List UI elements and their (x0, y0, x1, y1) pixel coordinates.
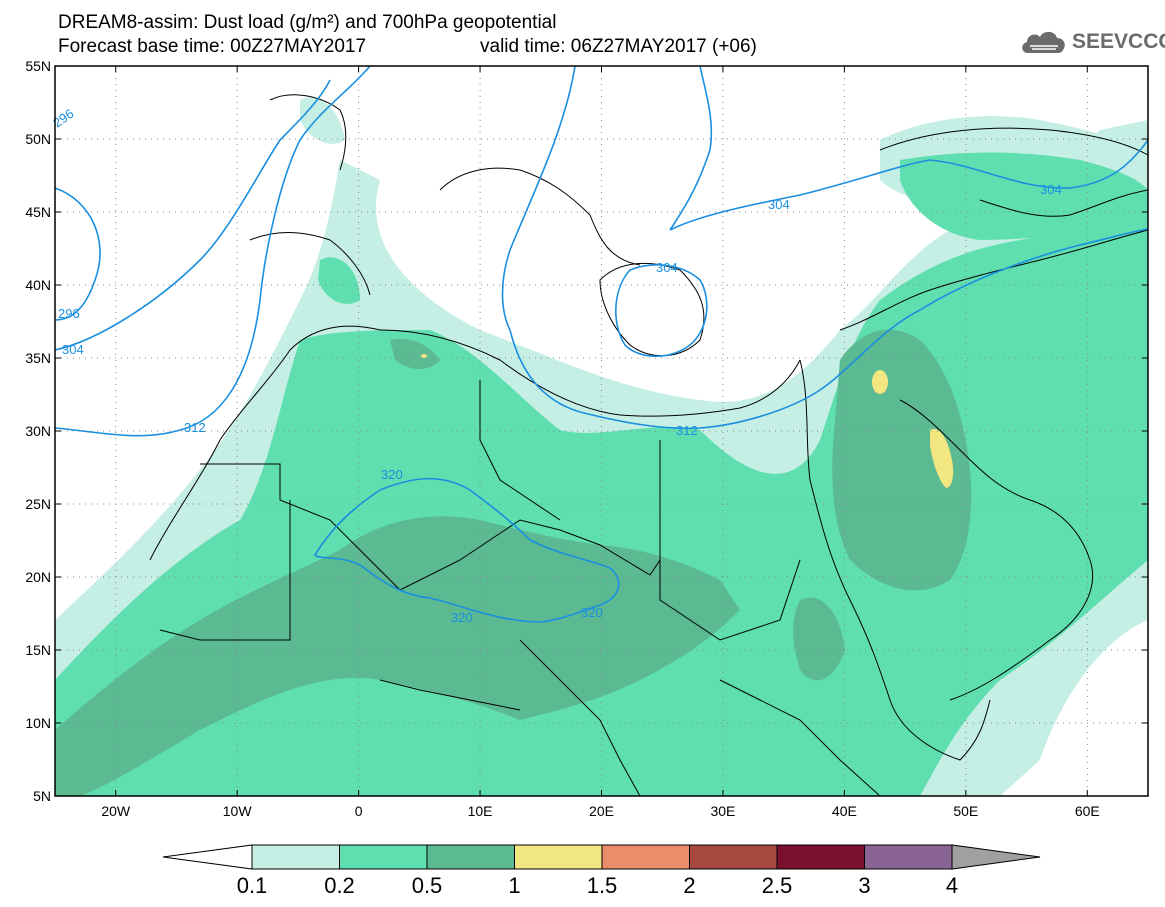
contour-label: 304 (1040, 182, 1062, 197)
cloud-icon (1022, 31, 1065, 53)
lon-label: 20W (101, 803, 131, 819)
colorbar-swatch (426, 844, 515, 870)
contour-label: 312 (676, 423, 698, 438)
lat-label: 45N (25, 204, 51, 220)
colorbar-swatch (251, 844, 340, 870)
dust-layer-yellow (421, 354, 954, 488)
colorbar-swatch (776, 844, 865, 870)
lon-label: 50E (953, 803, 978, 819)
lon-label: 0 (355, 803, 363, 819)
map-title: DREAM8-assim: Dust load (g/m²) and 700hP… (58, 12, 557, 33)
colorbar-swatch (339, 844, 428, 870)
colorbar-label: 2.5 (762, 873, 793, 898)
colorbar-label: 1 (508, 873, 520, 898)
map-axes: 55N 50N 45N 40N 35N 30N 25N 20N 15N 10N 5N 20W 10W 0 1… (25, 58, 1148, 819)
lon-label: 10W (223, 803, 253, 819)
colorbar-label: 2 (683, 873, 695, 898)
contour-label: 304 (62, 342, 84, 357)
contour-label: 320 (451, 610, 473, 625)
contour-label: 312 (184, 420, 206, 435)
colorbar-over-triangle (951, 844, 1041, 870)
colorbar-swatch (601, 844, 690, 870)
lat-label: 35N (25, 350, 51, 366)
lat-label: 20N (25, 569, 51, 585)
lat-label: 40N (25, 277, 51, 293)
colorbar-swatch (514, 844, 603, 870)
colorbar-under-triangle (162, 844, 253, 870)
forecast-base-time: Forecast base time: 00Z27MAY2017 (58, 36, 367, 57)
colorbar: 0.1 0.2 0.5 1 1.5 2 2.5 3 4 (162, 844, 1041, 898)
seevccc-logo: SEEVCCC (1018, 26, 1165, 58)
colorbar-label: 0.5 (412, 873, 443, 898)
coastlines (149, 94, 1148, 796)
contour-label: 320 (381, 467, 403, 482)
contour-labels: 296 296 304 312 320 320 320 312 304 304 … (50, 106, 1062, 625)
lon-label: 10E (468, 803, 493, 819)
lat-label: 30N (25, 423, 51, 439)
lat-label: 10N (25, 715, 51, 731)
contour-label: 296 (58, 306, 80, 321)
lat-label: 15N (25, 642, 51, 658)
lon-label: 60E (1075, 803, 1100, 819)
geopotential-contours (55, 66, 1148, 623)
lon-label: 30E (710, 803, 735, 819)
lat-label: 25N (25, 496, 51, 512)
logo-text: SEEVCCC (1072, 30, 1165, 53)
contour-label: 304 (768, 197, 790, 212)
lat-label: 55N (25, 58, 51, 74)
colorbar-swatch (689, 844, 778, 870)
valid-time: valid time: 06Z27MAY2017 (+06) (480, 36, 757, 57)
colorbar-swatch (864, 844, 953, 870)
dust-layer-dark (55, 329, 972, 796)
colorbar-label: 4 (946, 873, 958, 898)
lat-label: 5N (33, 788, 51, 804)
colorbar-label: 0.2 (324, 873, 355, 898)
contour-label: 320 (581, 605, 603, 620)
lon-label: 20E (589, 803, 614, 819)
colorbar-label: 3 (858, 873, 870, 898)
lon-label: 40E (832, 803, 857, 819)
contour-label: 304 (656, 260, 678, 275)
colorbar-label: 0.1 (237, 873, 268, 898)
colorbar-label: 1.5 (587, 873, 618, 898)
lat-label: 50N (25, 131, 51, 147)
